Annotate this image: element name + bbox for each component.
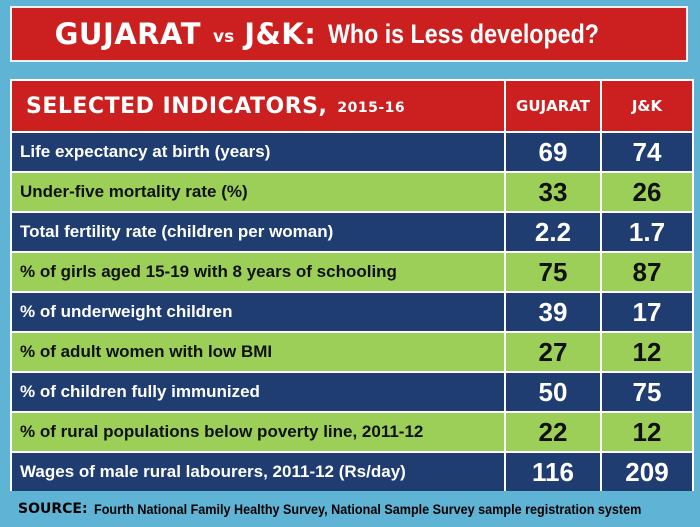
gujarat-value: 69 [506,133,600,171]
source-note: SOURCE: Fourth National Family Healthy S… [18,496,694,522]
jk-value: 87 [602,253,692,291]
header-year: 2015-16 [337,100,406,116]
row-label: % of underweight children [12,293,504,331]
row-label: % of rural populations below poverty lin… [12,413,504,451]
gujarat-value: 27 [506,333,600,371]
column-header-gujarat: GUJARAT [506,81,600,131]
jk-value: 12 [602,333,692,371]
jk-value: 17 [602,293,692,331]
gujarat-value: 2.2 [506,213,600,251]
source-text: Fourth National Family Healthy Survey, N… [93,501,641,517]
gujarat-value: 75 [506,253,600,291]
column-header-jk: J&K [602,81,692,131]
row-label: Under-five mortality rate (%) [12,173,504,211]
jk-value: 209 [602,453,692,491]
gujarat-value: 39 [506,293,600,331]
title-right: J&K: [244,17,317,51]
jk-value: 74 [602,133,692,171]
gujarat-value: 50 [506,373,600,411]
jk-value: 12 [602,413,692,451]
gujarat-value: 22 [506,413,600,451]
row-label: Life expectancy at birth (years) [12,133,504,171]
jk-value: 1.7 [602,213,692,251]
header-label-text: SELECTED INDICATORS, [26,93,328,119]
source-label: SOURCE: [18,501,88,517]
indicators-table: SELECTED INDICATORS, 2015-16 GUJARAT J&K… [10,79,694,491]
row-label: Total fertility rate (children per woman… [12,213,504,251]
row-label: % of adult women with low BMI [12,333,504,371]
gujarat-value: 33 [506,173,600,211]
title-banner: GUJARAT vs J&K: Who is Less developed? [10,6,688,62]
row-label: Wages of male rural labourers, 2011-12 (… [12,453,504,491]
jk-value: 26 [602,173,692,211]
title-vs: vs [212,27,235,47]
title-question: Who is Less developed? [328,18,600,49]
table-header-label: SELECTED INDICATORS, 2015-16 [12,81,504,131]
jk-value: 75 [602,373,692,411]
row-label: % of girls aged 15-19 with 8 years of sc… [12,253,504,291]
gujarat-value: 116 [506,453,600,491]
row-label: % of children fully immunized [12,373,504,411]
title-left: GUJARAT [54,17,201,51]
